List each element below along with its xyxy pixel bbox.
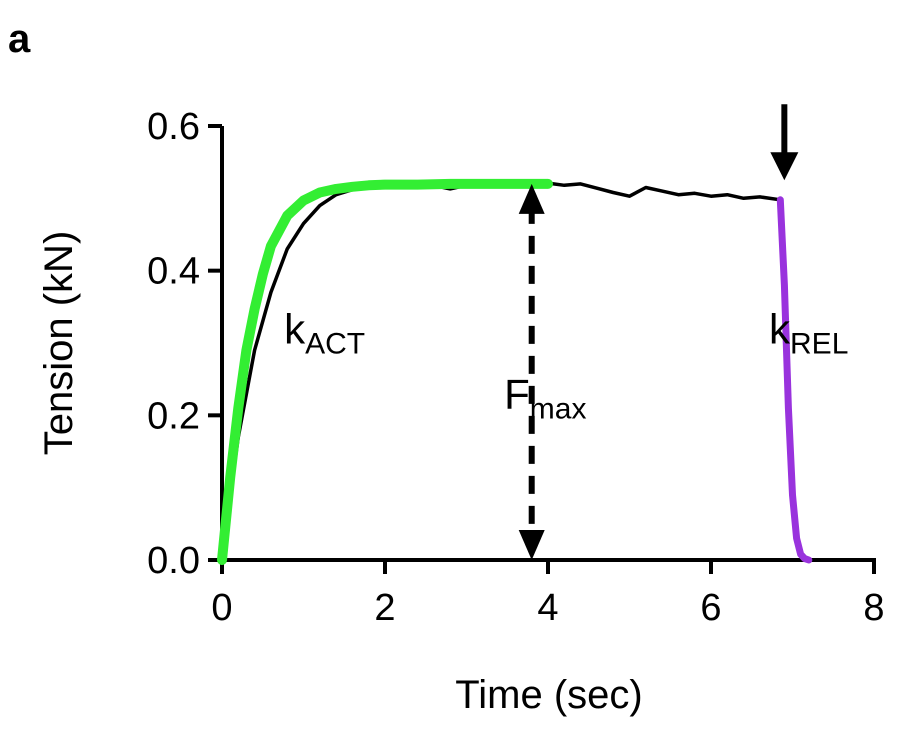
y-axis-title: Tension (kN) (37, 231, 81, 456)
panel-label: a (8, 17, 31, 61)
y-tick-label: 0.0 (147, 540, 200, 582)
f-max-label: Fmax (504, 371, 586, 426)
x-tick-label: 6 (700, 587, 721, 629)
x-tick-label: 2 (374, 587, 395, 629)
x-tick-label: 4 (537, 587, 558, 629)
fmax-arrowhead-down (518, 530, 545, 560)
relaxation-fit-line (776, 196, 813, 564)
y-tick-label: 0.2 (147, 395, 200, 437)
series-group (217, 178, 813, 565)
x-axis-title: Time (sec) (455, 673, 642, 717)
k-act-label: kACT (284, 306, 365, 361)
k-rel-label: kREL (769, 306, 848, 361)
annotations: kACT Fmax kREL (284, 104, 848, 560)
x-tick-label: 8 (863, 587, 884, 629)
y-tick-label: 0.6 (147, 106, 200, 148)
y-tick-label: 0.4 (147, 251, 200, 293)
raw-trace-line (220, 180, 783, 562)
activation-fit-line (217, 178, 553, 565)
axes: 0.0 0.2 0.4 0.6 0 2 4 6 8 (147, 106, 884, 629)
relax-marker-arrowhead (770, 152, 799, 181)
fmax-arrowhead-up (518, 183, 545, 214)
x-tick-label: 0 (211, 587, 232, 629)
